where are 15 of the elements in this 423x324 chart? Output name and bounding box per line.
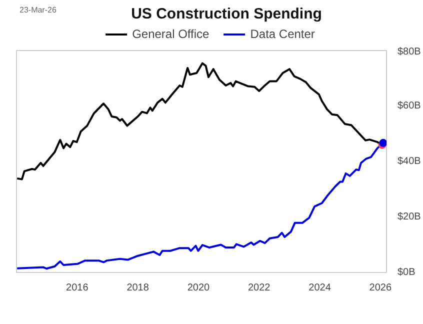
text: 23-Mar-26 xyxy=(20,6,57,14)
x-tick-label: 2020 xyxy=(187,282,210,294)
y-tick-label: $40B xyxy=(398,156,422,167)
x-tick-label: 2024 xyxy=(308,282,332,294)
y-tick-label: $60B xyxy=(398,100,422,112)
y-tick-label: $80B xyxy=(398,46,422,58)
x-tick-label: 2022 xyxy=(248,282,271,294)
chart-title: US Construction Spending xyxy=(131,6,322,22)
x-tick-label: 2018 xyxy=(126,282,150,294)
y-tick-label: $20B xyxy=(398,212,422,222)
x-tick-label: 2026 xyxy=(369,282,392,294)
y-tick-label: $0B xyxy=(398,267,416,278)
x-tick-label: 2016 xyxy=(66,282,89,294)
legend-label: General Office xyxy=(132,27,210,41)
legend-label: Data Center xyxy=(250,27,315,41)
